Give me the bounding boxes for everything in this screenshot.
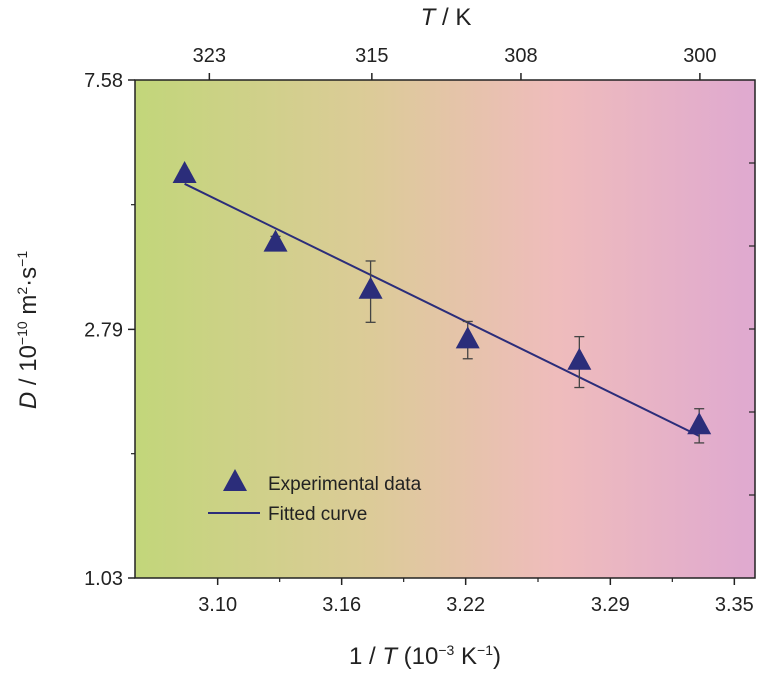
x-axis-title-sup: −3 bbox=[438, 642, 454, 658]
top-tick-label: 308 bbox=[504, 45, 537, 67]
ticks-layer bbox=[128, 73, 755, 585]
labels-layer: 3.10 3.16 3.22 3.29 3.35 323 315 308 300 1.03 2.79… bbox=[84, 45, 754, 616]
data-point bbox=[358, 260, 383, 323]
x-axis-title-post: (10 bbox=[397, 643, 438, 670]
x-axis-title-pre: 1 / bbox=[349, 643, 382, 670]
top-tick-label: 323 bbox=[193, 45, 226, 67]
x-axis-title-italic: T bbox=[382, 643, 399, 670]
data-point bbox=[455, 320, 480, 360]
top-tick-label: 300 bbox=[683, 45, 716, 67]
x-axis-title-sup2: −1 bbox=[477, 642, 493, 658]
triangle-marker bbox=[358, 276, 383, 299]
points-layer bbox=[172, 161, 712, 444]
y-axis-title-post3: ·s bbox=[15, 267, 42, 287]
x-tick-label: 3.22 bbox=[446, 594, 485, 616]
data-point bbox=[263, 229, 288, 252]
triangle-marker bbox=[455, 326, 480, 349]
data-point bbox=[172, 161, 197, 184]
top-axis-title: T / K bbox=[421, 4, 472, 31]
plot-background bbox=[135, 80, 755, 578]
y-tick-label: 2.79 bbox=[84, 319, 123, 341]
triangle-marker bbox=[263, 229, 288, 252]
fitted-curve bbox=[184, 182, 700, 437]
y-axis-title-sup3: −1 bbox=[14, 251, 30, 267]
top-tick-label: 315 bbox=[355, 45, 388, 67]
top-axis-title-italic: T bbox=[421, 4, 438, 31]
triangle-marker bbox=[687, 412, 712, 435]
legend-label-fitted: Fitted curve bbox=[268, 504, 367, 525]
y-tick-label: 7.58 bbox=[84, 70, 123, 92]
x-tick-label: 3.35 bbox=[715, 594, 754, 616]
legend: Experimental data Fitted curve bbox=[208, 469, 422, 525]
y-axis-title-sup: −10 bbox=[14, 321, 30, 345]
x-axis-title-post2: K bbox=[454, 643, 477, 670]
y-axis-title: D / 10−10 m2·s−1 bbox=[14, 251, 42, 409]
triangle-marker bbox=[567, 347, 592, 370]
legend-label-experimental: Experimental data bbox=[268, 474, 422, 495]
x-axis-title-end: ) bbox=[493, 643, 501, 670]
y-axis-title-italic: D bbox=[15, 392, 42, 409]
legend-marker-triangle bbox=[223, 469, 247, 491]
y-axis-title-sup2: 2 bbox=[14, 287, 30, 295]
y-axis-title-post2: m bbox=[15, 295, 42, 322]
data-point bbox=[687, 408, 712, 444]
x-axis-title: 1 / T (10−3 K−1) bbox=[349, 642, 501, 670]
triangle-marker bbox=[172, 161, 197, 184]
x-tick-label: 3.10 bbox=[198, 594, 237, 616]
top-axis-title-rest: / K bbox=[435, 4, 471, 31]
x-tick-label: 3.16 bbox=[322, 594, 361, 616]
fit-layer bbox=[184, 182, 700, 437]
data-point bbox=[567, 335, 592, 389]
x-tick-label: 3.29 bbox=[591, 594, 630, 616]
y-axis-title-post: / 10 bbox=[15, 345, 42, 392]
y-tick-label: 1.03 bbox=[84, 568, 123, 590]
